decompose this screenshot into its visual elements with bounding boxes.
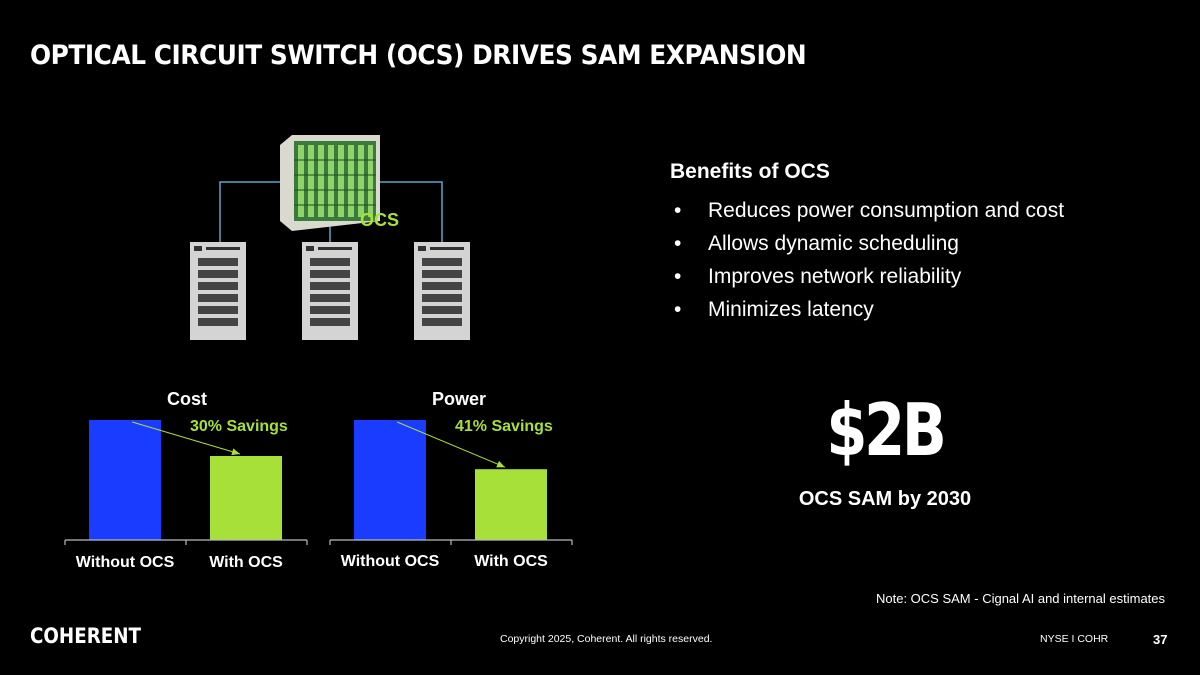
- chart-title: Cost: [167, 389, 207, 409]
- savings-annotation: 30% Savings: [190, 418, 288, 435]
- savings-arrowhead: [231, 448, 240, 456]
- benefit-item: • Allows dynamic scheduling: [674, 232, 959, 255]
- page-title: OPTICAL CIRCUIT SWITCH (OCS) DRIVES SAM …: [30, 40, 807, 71]
- savings-charts: Cost 30% Savings Without OCS With OCS Power 4…: [64, 389, 573, 571]
- sam-label: OCS SAM by 2030: [798, 488, 972, 510]
- network-diagram: [190, 135, 470, 340]
- server-rack-icon: [190, 242, 246, 340]
- bar: [89, 420, 161, 540]
- x-tick-label: With OCS: [474, 553, 548, 570]
- x-tick-label: Without OCS: [76, 554, 175, 571]
- bar: [475, 469, 547, 540]
- optical-switch-icon: [280, 135, 380, 231]
- chart-title: Power: [432, 389, 486, 409]
- ocs-switch-label: OCS: [360, 210, 400, 230]
- source-note: Note: OCS SAM - Cignal AI and internal e…: [876, 591, 1166, 606]
- page-number: 37: [1153, 632, 1168, 647]
- benefit-text: Allows dynamic scheduling: [708, 232, 959, 255]
- x-tick-label: Without OCS: [341, 553, 440, 570]
- savings-annotation: 41% Savings: [455, 418, 553, 435]
- benefit-item: • Improves network reliability: [674, 265, 962, 288]
- copyright-text: Copyright 2025, Coherent. All rights res…: [500, 633, 713, 645]
- logo-wordmark: COHERENT: [30, 624, 142, 648]
- bar: [210, 456, 282, 540]
- savings-arrow: [397, 421, 506, 468]
- benefit-item: • Minimizes latency: [674, 298, 874, 321]
- benefit-text: Improves network reliability: [708, 265, 962, 288]
- benefits-list: • Reduces power consumption and cost • All…: [674, 194, 1064, 326]
- x-tick-label: With OCS: [209, 554, 283, 571]
- sam-value: $2B: [826, 388, 947, 472]
- benefit-item: • Reduces power consumption and cost: [674, 199, 1065, 222]
- server-rack-icon: [302, 242, 358, 340]
- coherent-logo: COHERENT: [30, 624, 142, 648]
- server-rack-icon: [414, 242, 470, 340]
- savings-arrow: [132, 421, 241, 455]
- bar: [354, 420, 426, 540]
- ticker-text: NYSE I COHR: [1040, 633, 1109, 645]
- savings-arrowhead: [496, 460, 505, 468]
- benefits-heading: Benefits of OCS: [670, 160, 830, 183]
- benefit-text: Minimizes latency: [708, 298, 874, 321]
- benefit-text: Reduces power consumption and cost: [708, 199, 1065, 222]
